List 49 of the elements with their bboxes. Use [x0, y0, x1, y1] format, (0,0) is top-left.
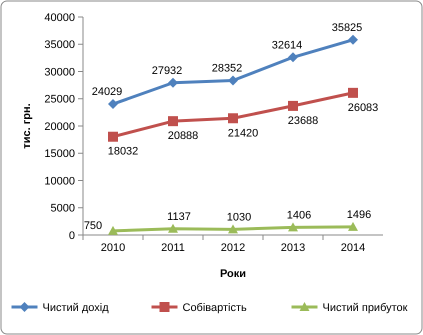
- point: [288, 100, 298, 111]
- data-label: 20888: [168, 130, 198, 142]
- x-tick-label: 2014: [340, 242, 366, 254]
- data-label: 1406: [286, 209, 312, 222]
- point: [228, 75, 238, 86]
- y-tick-label: 20000: [44, 120, 75, 133]
- x-tick-label: 2011: [161, 242, 185, 254]
- y-tick-label: 40000: [44, 12, 75, 24]
- x-tick-label: 2013: [280, 242, 306, 254]
- point: [108, 226, 118, 235]
- data-label: 21420: [228, 127, 258, 140]
- data-label: 28352: [212, 62, 242, 74]
- point: [348, 34, 358, 45]
- y-tick-label: 5000: [50, 202, 75, 215]
- point: [108, 132, 118, 142]
- data-label: 24029: [92, 86, 122, 98]
- point: [168, 78, 178, 88]
- data-label: 32614: [272, 39, 302, 52]
- data-label: 1030: [226, 211, 252, 224]
- y-tick-label: 15000: [44, 148, 75, 160]
- point: [288, 52, 298, 62]
- x-tick-label: 2010: [100, 242, 126, 254]
- data-label: 1137: [167, 210, 191, 223]
- point: [228, 113, 238, 124]
- y-tick-label: 0: [68, 230, 75, 242]
- x-tick-label: 2012: [220, 242, 246, 254]
- y-tick-label: 10000: [44, 175, 75, 188]
- data-label: 23688: [288, 114, 318, 127]
- data-label: 27932: [152, 64, 182, 77]
- data-label: 1496: [346, 208, 372, 221]
- data-label: 750: [84, 220, 102, 232]
- point: [288, 222, 298, 232]
- x-axis-title: Роки: [220, 268, 246, 280]
- point: [168, 116, 178, 126]
- legend-label: Чистий прибуток: [322, 302, 408, 314]
- y-axis-title: тис. грн.: [21, 103, 33, 149]
- point: [348, 88, 358, 98]
- legend-label: Чистий дохід: [42, 302, 110, 314]
- point: [168, 224, 178, 233]
- point: [228, 224, 238, 234]
- data-label: 18032: [108, 146, 138, 158]
- data-label: 35825: [332, 22, 362, 34]
- y-tick-label: 25000: [44, 94, 75, 106]
- point: [108, 99, 118, 110]
- point: [348, 222, 358, 231]
- y-tick-label: 35000: [44, 39, 75, 52]
- data-label: 26083: [348, 102, 378, 114]
- y-tick-label: 30000: [44, 66, 75, 78]
- legend-label: Собівартість: [182, 302, 248, 314]
